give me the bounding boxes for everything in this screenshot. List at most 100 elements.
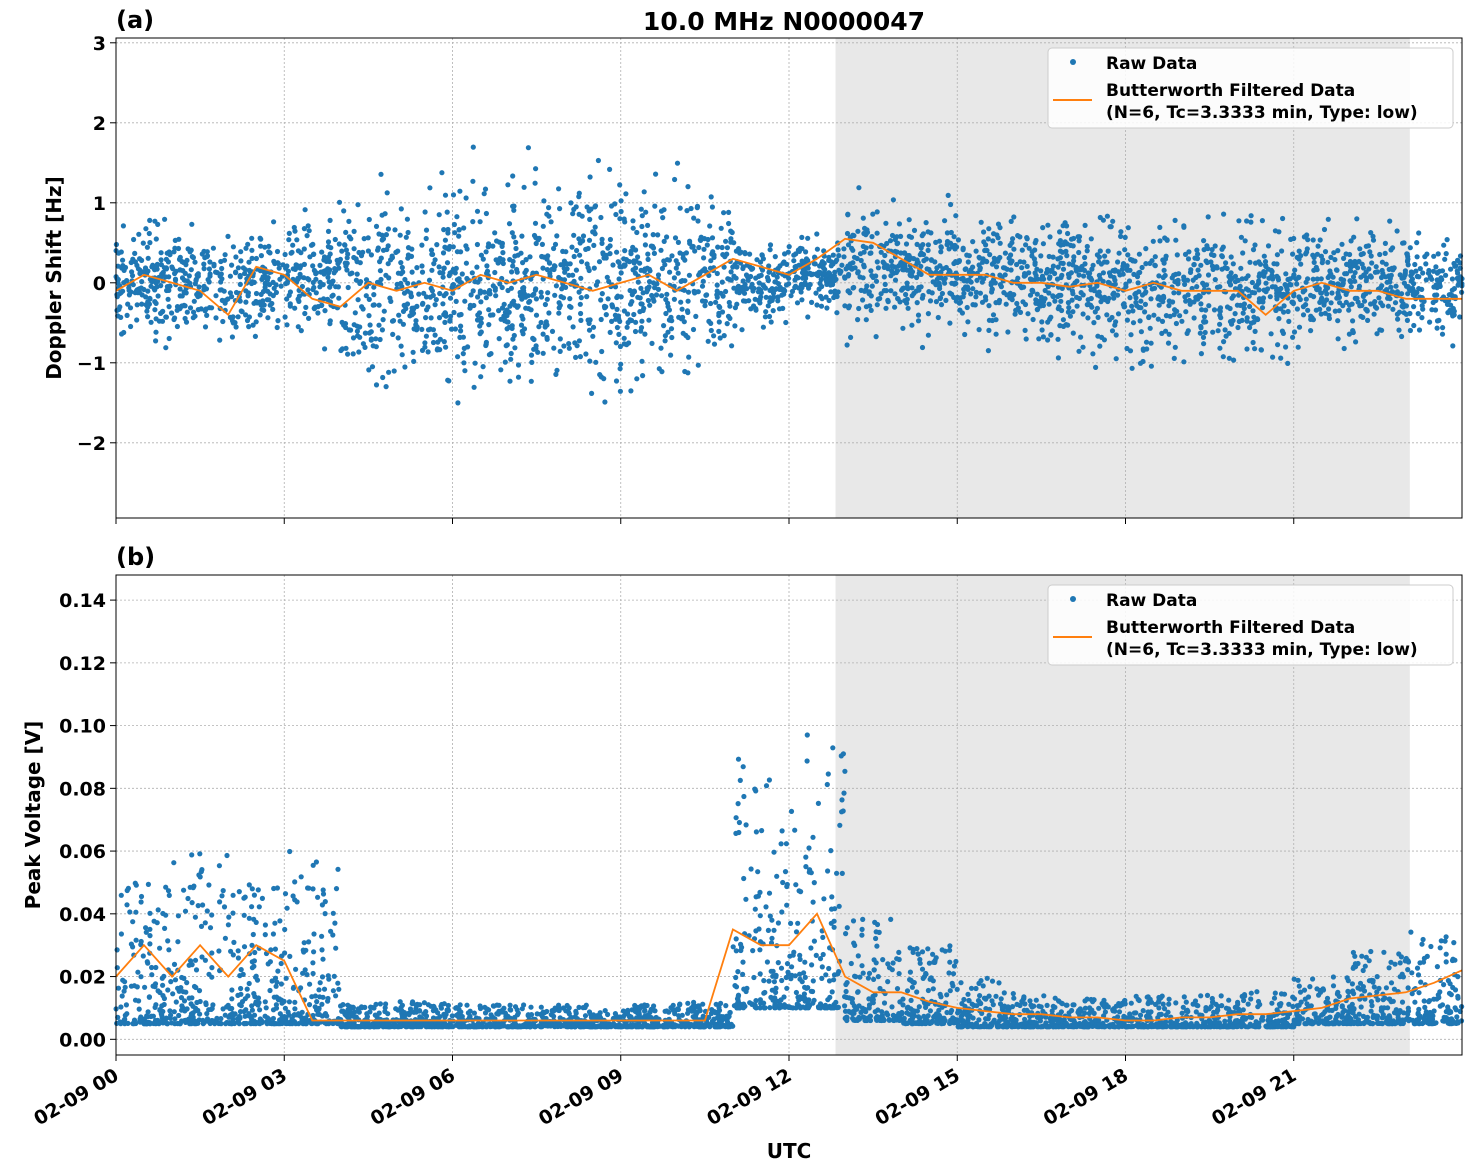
raw-data-point [1288,282,1293,287]
raw-data-point [1032,256,1037,261]
raw-data-point [1139,329,1144,334]
raw-data-point [204,313,209,318]
raw-data-point [891,197,896,202]
raw-data-point [218,287,223,292]
raw-data-point [1082,255,1087,260]
raw-data-point [686,355,691,360]
raw-data-point [331,911,336,916]
raw-data-point [1035,307,1040,312]
raw-data-point [513,240,518,245]
raw-data-point [682,319,687,324]
raw-data-point [686,299,691,304]
raw-data-point [1098,215,1103,220]
raw-data-point [1375,269,1380,274]
raw-data-point [680,278,685,283]
raw-data-point [817,281,822,286]
raw-data-point [861,216,866,221]
raw-data-point [1275,342,1280,347]
raw-data-point [1045,320,1050,325]
raw-data-point [892,305,897,310]
raw-data-point [1097,255,1102,260]
raw-data-point [583,351,588,356]
raw-data-point [773,254,778,259]
raw-data-point [1112,278,1117,283]
raw-data-point [1288,276,1293,281]
raw-data-point [1174,321,1179,326]
raw-data-point [668,353,673,358]
raw-data-point [208,271,213,276]
raw-data-point [455,249,460,254]
raw-data-point [560,249,565,254]
raw-data-point [928,298,933,303]
raw-data-point [224,853,229,858]
raw-data-point [1419,315,1424,320]
raw-data-point [691,327,696,332]
raw-data-point [830,745,835,750]
raw-data-point [1097,344,1102,349]
raw-data-point [1256,259,1261,264]
raw-data-point [952,243,957,248]
raw-data-point [624,342,629,347]
raw-data-point [147,933,152,938]
raw-data-point [639,359,644,364]
raw-data-point [424,236,429,241]
raw-data-point [544,322,549,327]
raw-data-point [145,245,150,250]
raw-data-point [1143,246,1148,251]
raw-data-point [307,228,312,233]
raw-data-point [860,297,865,302]
raw-data-point [1083,223,1088,228]
raw-data-point [1188,270,1193,275]
raw-data-point [305,287,310,292]
raw-data-point [503,360,508,365]
raw-data-point [658,346,663,351]
raw-data-point [850,260,855,265]
raw-data-point [413,318,418,323]
raw-data-point [606,296,611,301]
raw-data-point [1269,268,1274,273]
raw-data-point [484,211,489,216]
raw-data-point [1086,297,1091,302]
raw-data-point [292,229,297,234]
raw-data-point [1357,246,1362,251]
raw-data-point [163,314,168,319]
raw-data-point [693,314,698,319]
raw-data-point [759,252,764,257]
raw-data-point [1243,238,1248,243]
raw-data-point [1162,268,1167,273]
raw-data-point [794,274,799,279]
raw-data-point [1032,262,1037,267]
raw-data-point [1200,281,1205,286]
raw-data-point [1290,995,1295,1000]
raw-data-point [1420,270,1425,275]
raw-data-point [647,284,652,289]
raw-data-point [568,200,573,205]
raw-data-point [674,258,679,263]
raw-data-point [924,256,929,261]
raw-data-point [218,279,223,284]
raw-data-point [684,250,689,255]
raw-data-point [986,236,991,241]
raw-data-point [303,305,308,310]
raw-data-point [335,981,340,986]
raw-data-point [727,316,732,321]
raw-data-point [1057,304,1062,309]
raw-data-point [226,915,231,920]
raw-data-point [257,904,262,909]
raw-data-point [383,211,388,216]
raw-data-point [874,944,879,949]
raw-data-point [1186,256,1191,261]
raw-data-point [897,221,902,226]
raw-data-point [399,206,404,211]
raw-data-point [552,293,557,298]
raw-data-point [259,307,264,312]
raw-data-point [994,264,999,269]
raw-data-point [510,259,515,264]
raw-data-point [845,212,850,217]
raw-data-point [1332,257,1337,262]
raw-data-point [348,236,353,241]
raw-data-point [422,345,427,350]
raw-data-point [627,259,632,264]
raw-data-point [127,292,132,297]
raw-data-point [310,263,315,268]
